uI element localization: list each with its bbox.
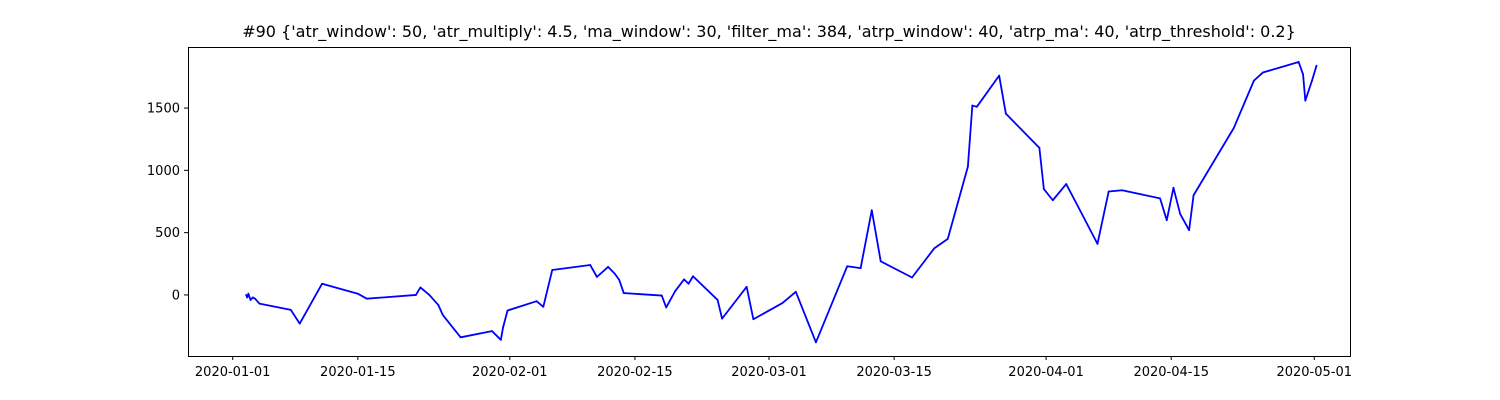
data-point (660, 294, 663, 297)
x-tick-label: 2020-01-15 (320, 365, 396, 380)
data-point (441, 313, 444, 316)
data-point (613, 272, 616, 275)
plot-series-group (245, 61, 1318, 344)
data-point (246, 296, 249, 299)
data-point (971, 104, 974, 107)
data-point (491, 330, 493, 332)
data-point (365, 297, 368, 300)
y-tick-label: 0 (172, 288, 180, 303)
data-point (1172, 186, 1175, 189)
x-axis: 2020-01-01 2020-01-15 2020-02-01 2020-02-15… (195, 356, 1352, 380)
data-point (596, 275, 598, 278)
data-point (1042, 188, 1045, 190)
data-point (1004, 112, 1007, 115)
data-point (542, 305, 545, 308)
data-point (1121, 189, 1123, 192)
data-point (745, 285, 748, 288)
series-line-0 (245, 61, 1318, 344)
data-point (846, 265, 849, 268)
x-tick-label: 2020-01-01 (195, 365, 271, 380)
x-tick-label: 2020-05-01 (1276, 365, 1352, 380)
data-point (502, 326, 504, 329)
data-point (687, 282, 690, 285)
data-point (459, 336, 462, 339)
data-point (1297, 61, 1300, 63)
data-point (781, 302, 784, 304)
data-point (879, 260, 882, 263)
data-point (946, 237, 949, 240)
data-point (1096, 242, 1099, 245)
data-point (419, 286, 422, 289)
data-point (716, 299, 719, 301)
data-point (1232, 127, 1235, 129)
data-point (870, 209, 873, 212)
data-point (674, 290, 677, 293)
data-point (1304, 99, 1307, 102)
chart-title: #90 {'atr_window': 50, 'atr_multiply': 4… (242, 22, 1296, 41)
data-point (966, 165, 969, 168)
data-point (1315, 64, 1318, 67)
data-point (721, 317, 723, 320)
data-point (1188, 229, 1191, 232)
data-point (356, 292, 359, 295)
data-point (622, 292, 625, 294)
data-point (911, 276, 913, 279)
data-point (247, 292, 250, 295)
data-point (618, 279, 621, 281)
data-point (251, 296, 254, 299)
data-point (933, 247, 936, 250)
data-point (998, 74, 1001, 77)
data-point (535, 300, 538, 303)
data-point (1311, 79, 1313, 82)
data-point (428, 294, 431, 296)
y-tick-label: 1500 (147, 102, 180, 117)
data-point (692, 275, 694, 278)
data-point (1107, 190, 1110, 193)
data-point (415, 294, 417, 296)
y-tick-label: 1000 (147, 164, 180, 179)
data-point (665, 306, 668, 309)
data-point (254, 297, 256, 300)
x-tick-label: 2020-03-15 (856, 365, 932, 380)
y-axis: 0 500 1000 1500 (147, 102, 188, 303)
data-point (752, 318, 755, 321)
data-point (1165, 219, 1168, 222)
data-point (1076, 204, 1079, 207)
data-point (245, 294, 248, 296)
data-point (551, 269, 554, 271)
x-tick-label: 2020-02-15 (597, 365, 673, 380)
data-point (683, 278, 685, 281)
data-point (1302, 73, 1304, 76)
y-tick-label: 500 (155, 226, 180, 241)
data-point (975, 105, 978, 108)
data-point (321, 282, 323, 285)
data-point (249, 299, 252, 301)
data-point (1192, 194, 1195, 197)
data-point (1179, 213, 1182, 215)
data-point (1159, 197, 1161, 200)
data-point (1065, 183, 1068, 185)
data-point (1261, 71, 1264, 74)
x-tick-label: 2020-04-15 (1133, 365, 1209, 380)
data-point (499, 338, 502, 341)
data-point (289, 309, 292, 311)
data-point (607, 266, 610, 268)
data-point (859, 267, 862, 270)
data-point (1038, 147, 1041, 149)
x-tick-label: 2020-04-01 (1008, 365, 1084, 380)
data-point (258, 302, 261, 305)
data-point (1253, 79, 1255, 82)
x-tick-label: 2020-03-01 (731, 365, 807, 380)
data-point (794, 290, 797, 293)
data-point (589, 264, 592, 266)
data-point (437, 304, 440, 306)
x-tick-label: 2020-02-01 (472, 365, 548, 380)
data-point (506, 309, 509, 312)
data-point (1051, 199, 1054, 202)
data-point (298, 322, 301, 325)
data-point (815, 341, 817, 344)
